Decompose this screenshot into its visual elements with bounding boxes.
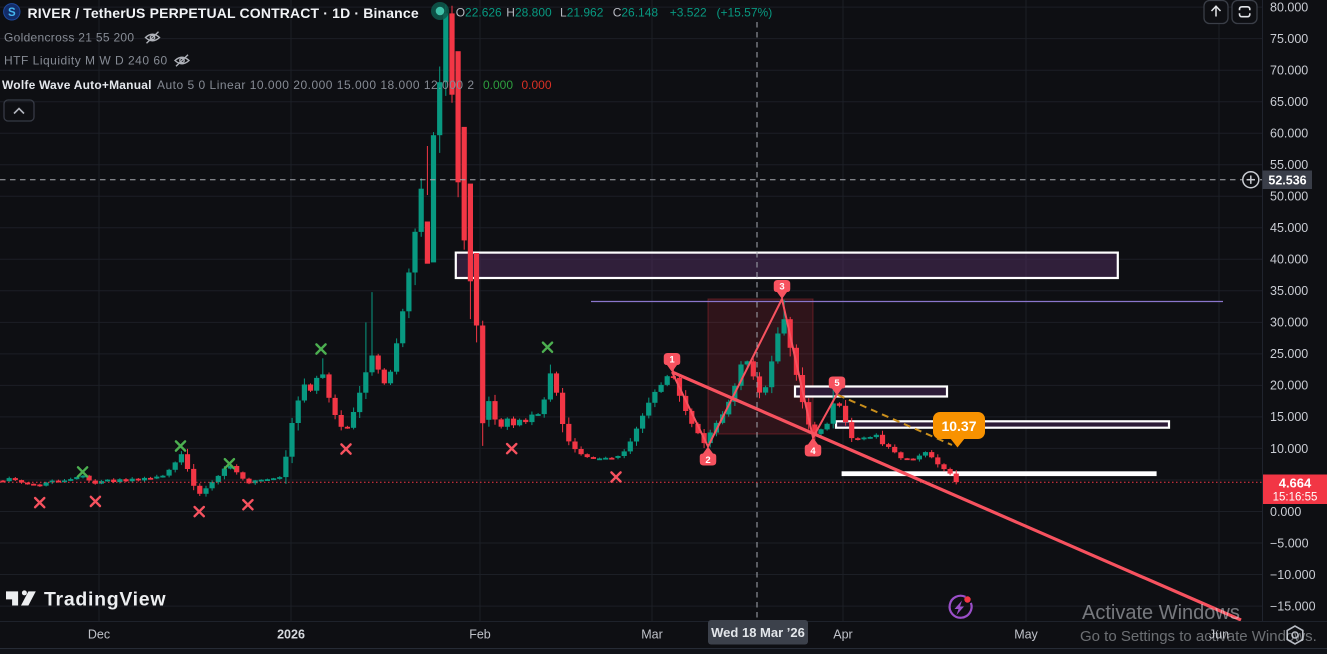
- svg-text:RIVER / TetherUS PERPETUAL CON: RIVER / TetherUS PERPETUAL CONTRACT · 1D…: [28, 5, 419, 21]
- svg-text:15:16:55: 15:16:55: [1273, 492, 1318, 504]
- svg-text:60.000: 60.000: [1270, 127, 1308, 141]
- svg-text:Wed 18 Mar ’26: Wed 18 Mar ’26: [711, 625, 805, 640]
- svg-text:55.000: 55.000: [1270, 158, 1308, 172]
- svg-text:Feb: Feb: [469, 628, 491, 642]
- svg-text:(+15.57%): (+15.57%): [717, 6, 773, 20]
- svg-text:45.000: 45.000: [1270, 221, 1308, 235]
- svg-text:−10.000: −10.000: [1270, 568, 1316, 582]
- svg-text:10.37: 10.37: [941, 418, 976, 434]
- svg-text:25.000: 25.000: [1270, 347, 1308, 361]
- svg-text:Auto 5 0 Linear 10.000 20.000: Auto 5 0 Linear 10.000 20.000 15.000 18.…: [157, 78, 475, 92]
- svg-text:Goldencross 21 55 200: Goldencross 21 55 200: [4, 31, 134, 45]
- svg-text:2026: 2026: [277, 628, 305, 642]
- svg-text:15.000: 15.000: [1270, 410, 1308, 424]
- svg-text:Activate Windows: Activate Windows: [1082, 602, 1240, 624]
- svg-text:40.000: 40.000: [1270, 253, 1308, 267]
- svg-text:4.664: 4.664: [1279, 476, 1312, 491]
- svg-text:3: 3: [779, 281, 784, 292]
- svg-text:52.536: 52.536: [1268, 173, 1306, 187]
- svg-text:+3.522: +3.522: [670, 6, 707, 20]
- svg-text:0.000: 0.000: [522, 78, 552, 92]
- svg-text:75.000: 75.000: [1270, 32, 1308, 46]
- svg-text:Wolfe Wave Auto+Manual: Wolfe Wave Auto+Manual: [2, 78, 152, 92]
- svg-text:O22.626: O22.626: [456, 6, 502, 20]
- svg-text:TradingView: TradingView: [44, 589, 166, 611]
- svg-text:10.000: 10.000: [1270, 442, 1308, 456]
- svg-text:2: 2: [705, 455, 710, 466]
- svg-text:80.000: 80.000: [1270, 0, 1308, 14]
- svg-text:L21.962: L21.962: [560, 6, 604, 20]
- svg-text:Dec: Dec: [88, 628, 110, 642]
- svg-text:May: May: [1014, 628, 1038, 642]
- svg-text:−15.000: −15.000: [1270, 599, 1316, 613]
- svg-text:65.000: 65.000: [1270, 95, 1308, 109]
- svg-text:35.000: 35.000: [1270, 284, 1308, 298]
- svg-text:−5.000: −5.000: [1270, 536, 1309, 550]
- svg-text:30.000: 30.000: [1270, 316, 1308, 330]
- svg-text:H28.800: H28.800: [506, 6, 552, 20]
- svg-text:HTF Liquidity M W D 240 60: HTF Liquidity M W D 240 60: [4, 54, 168, 68]
- svg-text:Apr: Apr: [833, 628, 852, 642]
- svg-text:4: 4: [810, 446, 816, 457]
- svg-text:5: 5: [834, 378, 840, 389]
- svg-text:50.000: 50.000: [1270, 190, 1308, 204]
- svg-text:0.000: 0.000: [1270, 505, 1301, 519]
- svg-text:Mar: Mar: [641, 628, 663, 642]
- svg-text:70.000: 70.000: [1270, 64, 1308, 78]
- svg-text:Jun: Jun: [1209, 628, 1229, 642]
- svg-text:C26.148: C26.148: [613, 6, 659, 20]
- svg-text:0.000: 0.000: [483, 78, 513, 92]
- svg-text:Go to Settings to activate Win: Go to Settings to activate Windows.: [1080, 628, 1317, 645]
- svg-text:1: 1: [669, 354, 675, 365]
- svg-text:S: S: [8, 7, 16, 19]
- svg-text:20.000: 20.000: [1270, 379, 1308, 393]
